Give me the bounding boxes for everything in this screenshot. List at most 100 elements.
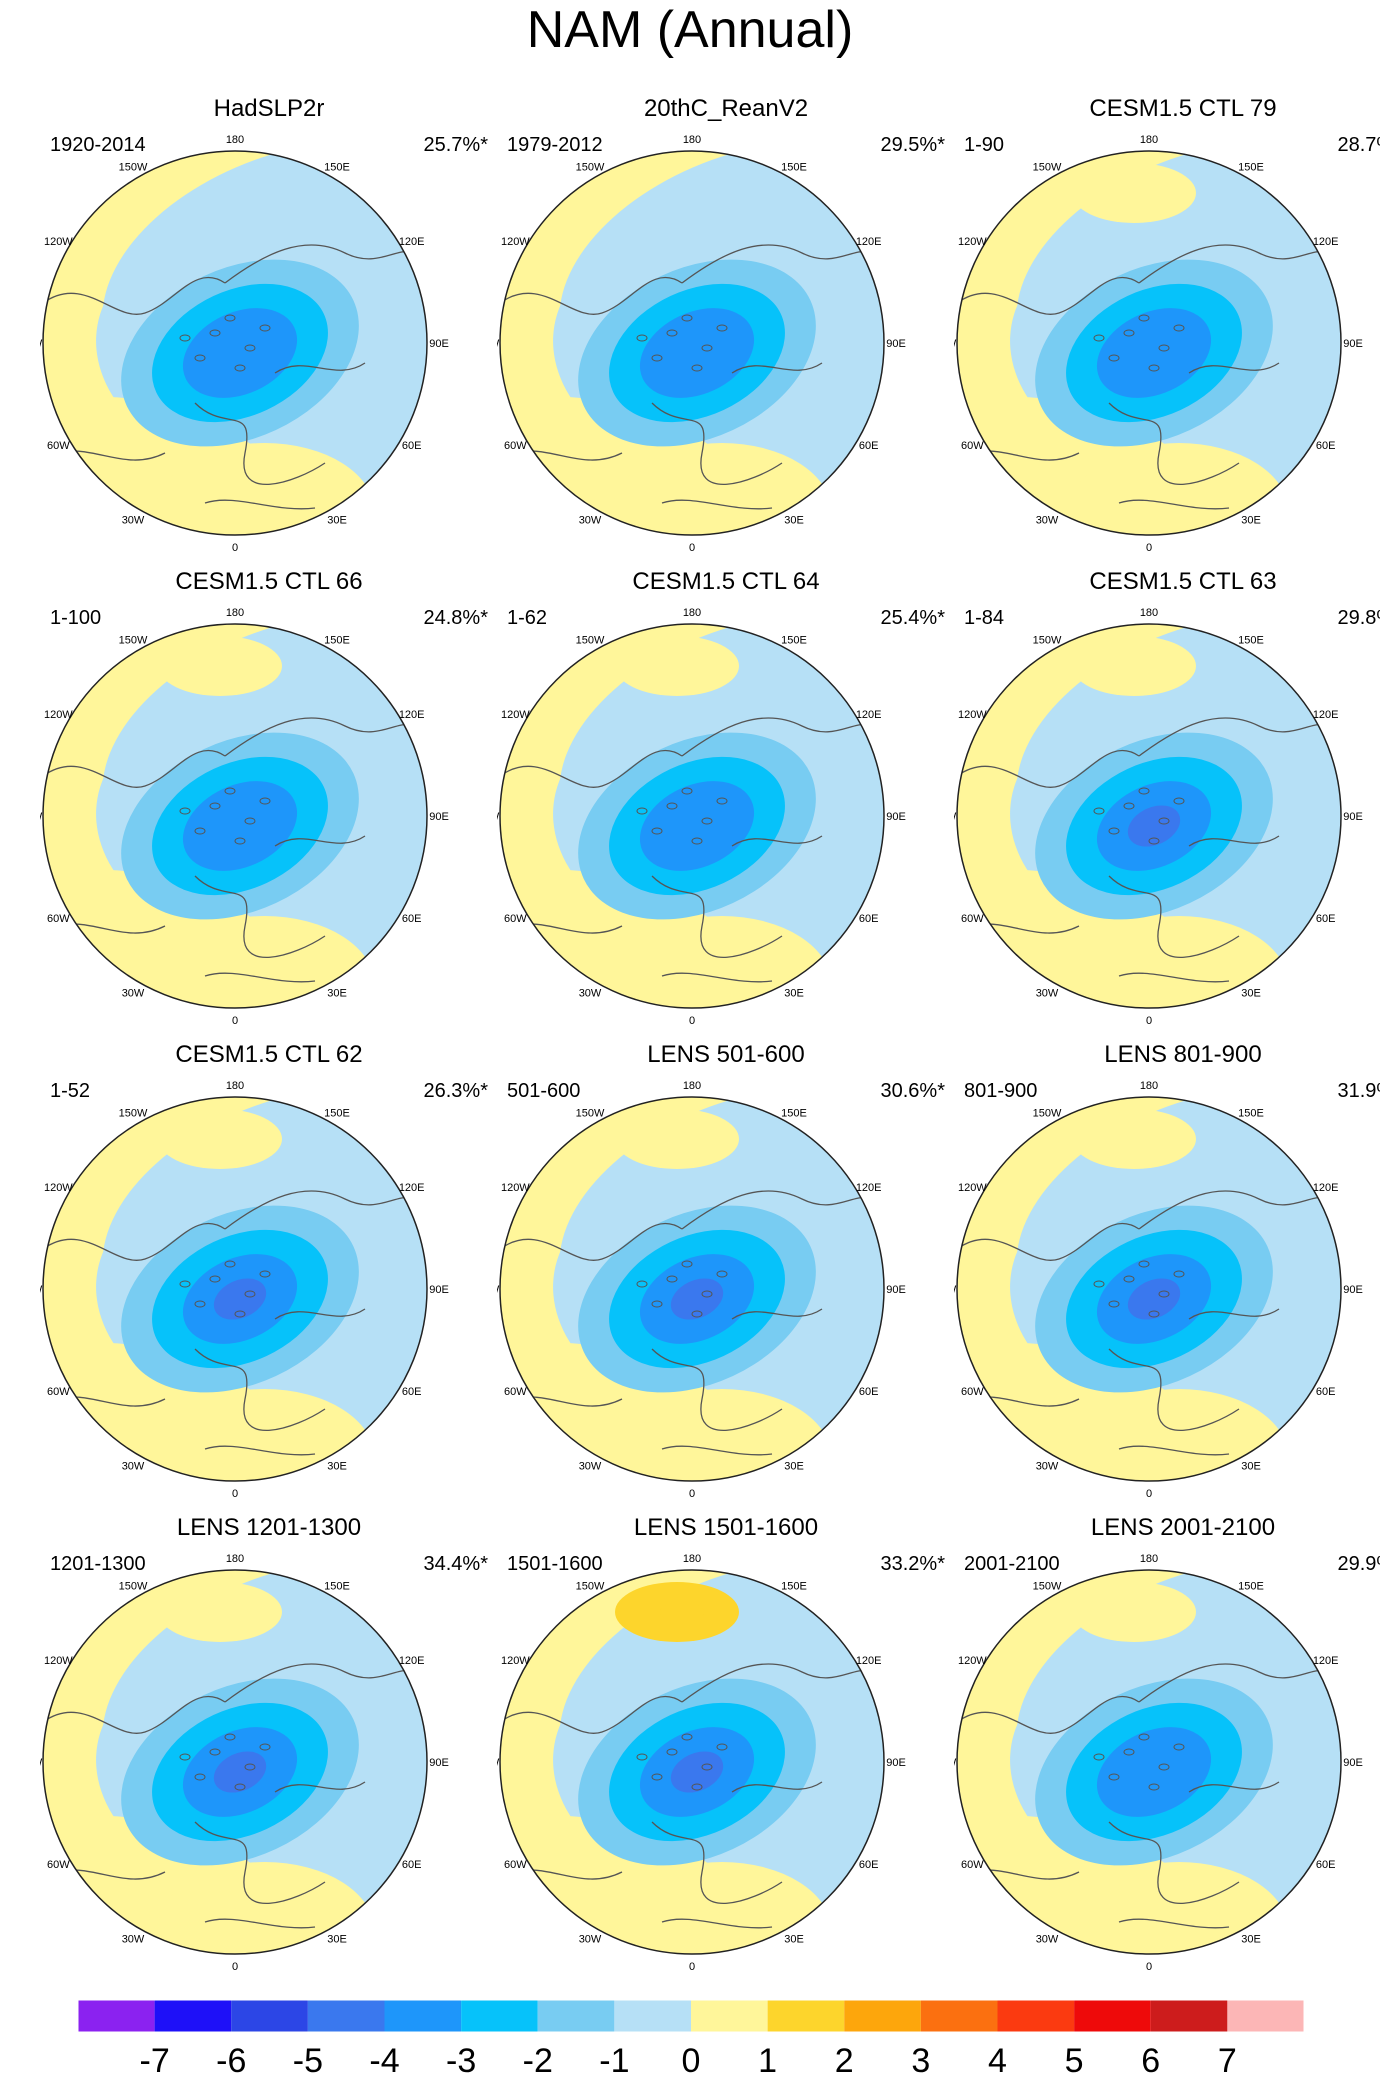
coastline [1118,1445,1230,1456]
island-outline [234,1310,246,1318]
coastline [500,1695,683,1734]
positive-lobe [615,1109,739,1169]
longitude-label: 90W [954,811,957,823]
island-outline [666,1275,678,1283]
longitude-label: 60E [402,1386,422,1398]
island-outline [1138,314,1150,322]
island-outline [1148,364,1160,372]
longitude-label: 0 [1146,1488,1152,1500]
island-outline [701,1290,713,1298]
longitude-label: 180 [683,607,701,619]
coastline [274,835,366,847]
longitude-label: 120W [44,1182,73,1194]
positive-lobe [1072,1582,1196,1642]
longitude-label: 60E [402,440,422,452]
longitude-label: 60W [961,1859,984,1871]
longitude-label: 60E [859,1859,879,1871]
colorbar-tick-label: -3 [446,2042,476,2080]
europe-positive-region [155,443,375,535]
panel-period: 1-84 [964,607,1005,629]
island-outline [1108,1300,1120,1308]
longitude-label: 60E [859,913,879,925]
island-outline [1138,1260,1150,1268]
island-outline [224,1733,236,1741]
coastline [661,972,773,983]
longitude-label: 30W [122,1934,145,1946]
longitude-label: 180 [683,134,701,146]
longitude-label: 90E [429,1284,449,1296]
colorbar-segment [844,2000,921,2032]
longitude-label: 30E [784,1934,804,1946]
map-panel: 180 150E 120E 90E 60E 30E 0 30W 60W 90W 120W 150W LE… [40,1514,498,1984]
coastline [274,1308,366,1320]
longitude-label: 120W [958,236,987,248]
panel-title: CESM1.5 CTL 63 [1089,568,1277,595]
island-outline [1158,344,1170,352]
island-outline [209,1748,221,1756]
panel-period: 1-90 [964,134,1005,156]
longitude-label: 150E [781,1107,807,1119]
coastline [204,972,316,983]
panel-period: 1501-1600 [507,1553,603,1575]
island-outline [1173,1270,1185,1278]
longitude-label: 90W [497,1284,500,1296]
colorbar-tick-label: -1 [599,2042,629,2080]
panel-title: CESM1.5 CTL 64 [632,568,820,595]
map-panel: 180 150E 120E 90E 60E 30E 0 30W 60W 90W 120W 150W LE… [497,1041,955,1511]
island-outline [224,314,236,322]
longitude-label: 180 [1140,1080,1158,1092]
longitude-label: 150W [576,1107,605,1119]
coastline [194,1821,326,1905]
island-outline [1093,1753,1105,1761]
island-outline [1123,1275,1135,1283]
panel-title: LENS 1201-1300 [176,1514,362,1541]
colorbar-tick-label: -4 [369,2042,399,2080]
longitude-label: 180 [226,1080,244,1092]
island-outline [1123,1748,1135,1756]
coastline [500,276,683,315]
polar-map: 180 150E 120E 90E 60E 30E 0 30W 60W 90W 120W 150W [497,1553,906,1973]
island-outline [681,787,693,795]
longitude-label: 60W [47,1859,70,1871]
longitude-label: 180 [1140,1553,1158,1565]
positive-lobe [158,636,282,696]
longitude-label: 30E [327,1461,347,1473]
longitude-label: 90E [429,811,449,823]
longitude-label: 30E [1241,988,1261,1000]
longitude-label: 120E [856,1182,882,1194]
longitude-label: 30W [579,1461,602,1473]
longitude-label: 120E [1313,1182,1339,1194]
island-outline [179,807,191,815]
island-outline [666,802,678,810]
coastline [661,499,773,510]
island-outline [234,837,246,845]
longitude-label: 90W [954,338,957,350]
colorbar-segment [767,2000,845,2032]
figure-title: NAM (Annual) [526,1,854,59]
longitude-label: 150W [1033,1107,1062,1119]
longitude-label: 60W [961,1386,984,1398]
coastline [651,875,783,959]
map-boundary [42,1569,428,1955]
longitude-label: 60E [1316,1386,1336,1398]
longitude-label: 120E [399,709,425,721]
island-outline [259,1270,271,1278]
longitude-label: 30E [1241,1934,1261,1946]
europe-positive-region [155,1862,375,1954]
island-outline [1158,1763,1170,1771]
longitude-label: 60W [961,440,984,452]
longitude-label: 120E [1313,236,1339,248]
coastline [1188,1781,1280,1793]
colorbar-segment [691,2000,768,2032]
coastline [651,1821,783,1905]
panel-period: 501-600 [507,1080,581,1102]
longitude-label: 30E [1241,1461,1261,1473]
longitude-label: 0 [689,1488,695,1500]
colorbar-segment [920,2000,998,2032]
map-panel: 180 150E 120E 90E 60E 30E 0 30W 60W 90W 120W 150W LE… [954,1041,1380,1511]
island-outline [1158,817,1170,825]
positive-lobe [615,636,739,696]
map-boundary [956,1569,1342,1955]
colorbar-segment [614,2000,691,2032]
coastline [957,276,1140,315]
